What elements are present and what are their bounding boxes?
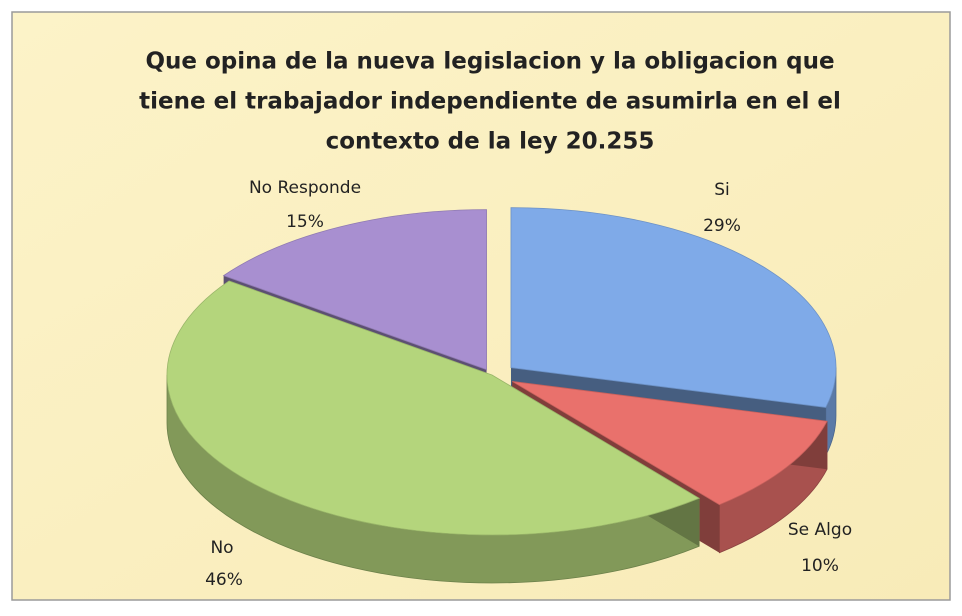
- chart-title: Que opina de la nueva legislacion y la o…: [145, 49, 834, 75]
- labels: Si 29% Se Algo 10% No 46% No Responde 15%: [205, 178, 852, 590]
- category-label: Se Algo: [788, 520, 852, 540]
- pie-slice: [510, 207, 837, 408]
- pie-slice: [166, 280, 701, 536]
- pie-slice: [512, 381, 828, 506]
- category-label: Si: [714, 180, 730, 200]
- value-label: 10%: [801, 556, 839, 576]
- value-label: 15%: [286, 212, 324, 232]
- pie-slice: [222, 209, 487, 371]
- chart-title: contexto de la ley 20.255: [326, 129, 655, 155]
- pie-tops: [166, 207, 837, 536]
- value-label: 29%: [703, 216, 741, 236]
- chart-title: tiene el trabajador independiente de asu…: [139, 89, 841, 115]
- category-label: No Responde: [249, 178, 361, 198]
- category-label: No: [210, 538, 233, 558]
- value-label: 46%: [205, 570, 243, 590]
- title-group: Que opina de la nueva legislacion y la o…: [139, 49, 841, 155]
